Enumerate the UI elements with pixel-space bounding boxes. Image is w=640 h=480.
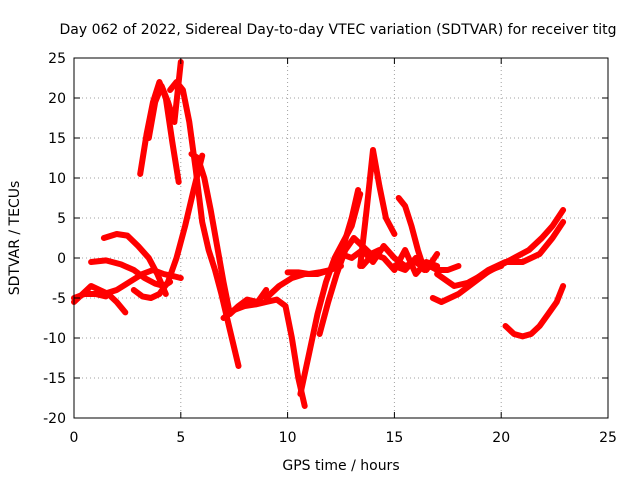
y-tick-label: -15 <box>43 371 66 387</box>
series-trace-5 <box>100 231 169 297</box>
series-layer <box>71 59 567 409</box>
series-trace-16 <box>357 147 398 269</box>
y-tick-label: -10 <box>43 331 66 347</box>
series-trace-6 <box>130 152 206 301</box>
y-tick-label: 5 <box>57 211 66 227</box>
y-tick-label: -20 <box>43 411 66 427</box>
series-trace-10 <box>188 151 270 317</box>
series-trace-2 <box>71 291 109 301</box>
series-trace-9 <box>167 79 242 369</box>
x-axis-label: GPS time / hours <box>282 458 399 474</box>
x-tick-label: 10 <box>279 430 297 446</box>
y-tick-label: 10 <box>48 171 66 187</box>
series-trace-11 <box>220 296 308 409</box>
x-tick-label: 15 <box>385 430 403 446</box>
series-trace-8 <box>145 59 184 141</box>
x-tick-label: 20 <box>492 430 510 446</box>
ticks: 0 5 10 15 20 25 -20 -15 -10 -5 0 5 10 15 20 25 <box>43 51 617 446</box>
x-tick-label: 25 <box>599 430 617 446</box>
plot-frame <box>73 57 609 419</box>
y-tick-label: 20 <box>48 91 66 107</box>
series-trace-23 <box>466 207 567 285</box>
y-tick-label: -5 <box>52 291 66 307</box>
y-tick-label: 25 <box>48 51 66 67</box>
y-tick-label: 0 <box>57 251 66 267</box>
series-trace-14 <box>297 191 364 397</box>
x-tick-label: 5 <box>176 430 185 446</box>
series-trace-24 <box>502 283 567 340</box>
series-trace-19 <box>395 195 434 273</box>
series-trace-15 <box>316 235 383 337</box>
x-tick-label: 0 <box>70 430 79 446</box>
chart-title: Day 062 of 2022, Sidereal Day-to-day VTE… <box>60 22 617 38</box>
y-tick-label: 15 <box>48 131 66 147</box>
y-axis-label: SDTVAR / TECUs <box>7 181 23 296</box>
series-trace-20 <box>391 255 462 273</box>
